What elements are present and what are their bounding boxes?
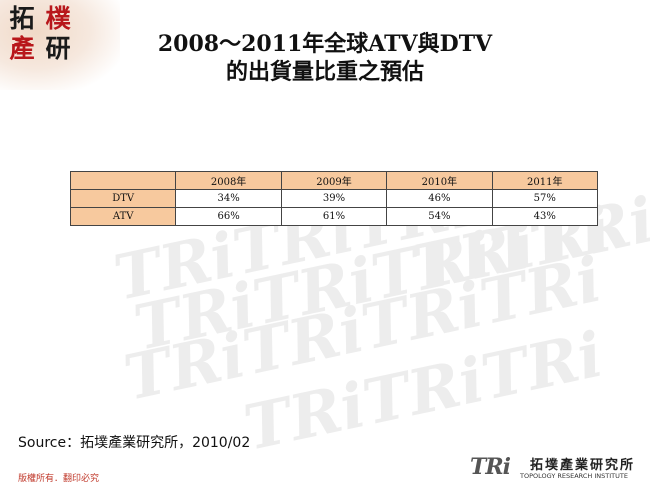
table-cell: 54% [386, 207, 493, 226]
corner-logo-char: 產 [9, 34, 35, 63]
corner-logo-char: 研 [45, 34, 71, 63]
table-cell: 39% [280, 189, 388, 208]
corner-logo-char: 拓 [9, 4, 35, 33]
slide-title-line-2: 的出貨量比重之預估 [225, 59, 424, 85]
table-header-row: 2008年 2009年 2010年 2011年 [69, 171, 599, 190]
shipment-share-table: 2008年 2009年 2010年 2011年 DTV 34% 39% 46% … [69, 171, 599, 226]
table-row: DTV 34% 39% 46% 57% [69, 189, 599, 208]
brand-logo: TRi 拓墣產業研究所 TOPOLOGY RESEARCH INSTITUTE [470, 452, 640, 482]
slide-title: 2008～2011年全球ATV與DTV 的出貨量比重之預估 [0, 30, 650, 86]
svg-text:TRiTRiTRiTRi: TRiTRiTRiTRi [118, 242, 607, 414]
table-header-cell: 2009年 [280, 171, 388, 190]
table-cell: 57% [491, 189, 599, 208]
brand-name-en: TOPOLOGY RESEARCH INSTITUTE [520, 472, 628, 480]
table-cell: 43% [491, 207, 599, 226]
table-cell: 34% [175, 189, 282, 208]
table-cell: 66% [175, 207, 282, 226]
table-row: ATV 66% 61% 54% 43% [69, 207, 599, 226]
corner-logo: 拓 樸 產 研 [0, 0, 120, 90]
table-cell: 46% [386, 189, 493, 208]
table-cell: 61% [280, 207, 388, 226]
copyright-notice: 版權所有．翻印必究 [18, 474, 100, 484]
svg-text:TRiTRiTRi: TRiTRiTRi [238, 318, 609, 465]
table-header-cell [69, 171, 177, 190]
row-label: DTV [69, 189, 177, 208]
table-header-cell: 2008年 [175, 171, 282, 190]
brand-name-cn: 拓墣產業研究所 [530, 458, 636, 473]
corner-logo-char: 樸 [45, 4, 71, 33]
table-header-cell: 2011年 [491, 171, 599, 190]
brand-mark: TRi [470, 454, 511, 480]
source-note: Source：拓墣產業研究所，2010/02 [18, 435, 251, 451]
slide-title-line-1: 2008～2011年全球ATV與DTV [157, 31, 493, 57]
table-header-cell: 2010年 [386, 171, 493, 190]
row-label: ATV [69, 207, 177, 226]
